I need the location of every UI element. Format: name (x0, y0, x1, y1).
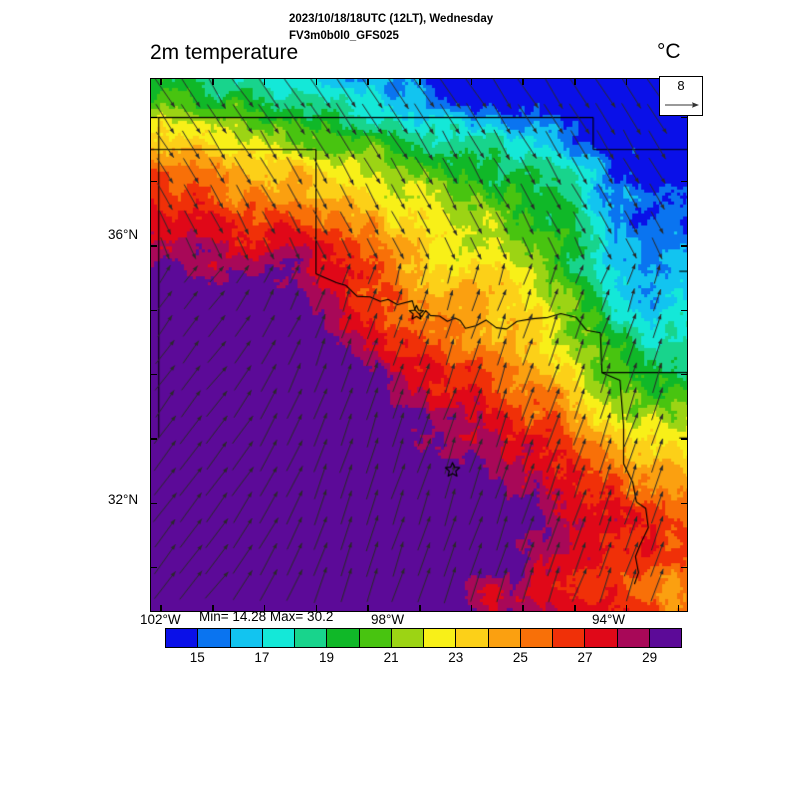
lon-tick-top (315, 78, 318, 85)
forecast-datetime-label: 2023/10/18/18UTC (12LT), Wednesday (289, 13, 494, 25)
lon-tick-bottom (419, 605, 421, 612)
lon-tick-bottom (574, 605, 576, 612)
units-label: °C (657, 40, 681, 63)
wind-vector-legend: 8 (659, 76, 703, 116)
lat-tick-left (150, 373, 157, 376)
lat-tick-right (681, 309, 688, 312)
lon-tick-bottom (367, 605, 369, 612)
lat-tick-left (150, 566, 157, 569)
colorbar-swatch[interactable] (585, 629, 618, 647)
lat-tick-right (681, 180, 688, 183)
lat-tick-left (150, 438, 157, 440)
lon-tick-bottom (470, 605, 473, 612)
colorbar-swatch[interactable] (262, 629, 295, 647)
model-name-label: FV3m0b0l0_GFS025 (289, 30, 399, 42)
axis-tick-label-lon-94: 94°W (592, 612, 626, 627)
lon-tick-top (574, 78, 576, 85)
lon-tick-top (470, 78, 473, 85)
colorbar[interactable] (165, 628, 682, 648)
colorbar-swatch[interactable] (456, 629, 489, 647)
temperature-field-canvas (151, 79, 687, 611)
colorbar-swatch[interactable] (553, 629, 586, 647)
wind-legend-value: 8 (677, 78, 685, 93)
colorbar-tick-label: 29 (642, 650, 658, 665)
lat-tick-left (150, 309, 157, 312)
colorbar-tick-label: 17 (254, 650, 270, 665)
page-title: 2m temperature (150, 41, 299, 64)
lon-tick-bottom (212, 605, 214, 612)
lat-tick-left (150, 180, 157, 183)
colorbar-swatch[interactable] (198, 629, 231, 647)
colorbar-swatch[interactable] (391, 629, 424, 647)
lat-tick-right (681, 373, 688, 376)
colorbar-swatch[interactable] (617, 629, 650, 647)
lat-tick-right (681, 502, 688, 505)
colorbar-tick-label: 21 (383, 650, 399, 665)
lon-tick-top (625, 78, 628, 85)
colorbar-swatch[interactable] (359, 629, 392, 647)
lat-tick-left (150, 502, 157, 505)
lat-tick-left (150, 245, 157, 247)
lon-tick-bottom (263, 605, 266, 612)
colorbar-swatch[interactable] (649, 629, 681, 647)
colorbar-swatch[interactable] (488, 629, 521, 647)
lat-tick-left (150, 116, 157, 119)
lon-tick-top (419, 78, 421, 85)
lat-tick-right (681, 566, 688, 569)
min-max-readout: Min= 14.28 Max= 30.2 (199, 609, 334, 624)
colorbar-tick-label: 19 (319, 650, 335, 665)
colorbar-tick-label: 27 (577, 650, 593, 665)
lon-tick-top (160, 78, 162, 85)
colorbar-tick-label: 15 (189, 650, 205, 665)
colorbar-swatch[interactable] (424, 629, 457, 647)
colorbar-swatch[interactable] (230, 629, 263, 647)
lon-tick-top (212, 78, 214, 85)
colorbar-tick-label: 23 (448, 650, 464, 665)
colorbar-tick-label: 25 (512, 650, 528, 665)
lon-tick-bottom (522, 605, 524, 612)
lon-tick-bottom (160, 605, 162, 612)
lat-tick-right (681, 116, 688, 119)
axis-tick-label-lon-98: 98°W (371, 612, 405, 627)
map-plot-area (150, 78, 688, 612)
axis-tick-label-lat-32: 32°N (108, 492, 139, 507)
lon-tick-bottom (625, 605, 628, 612)
lat-tick-right (681, 438, 688, 440)
lat-tick-right (681, 245, 688, 247)
colorbar-swatch[interactable] (327, 629, 360, 647)
axis-tick-label-lon-102: 102°W (140, 612, 181, 627)
colorbar-swatch[interactable] (295, 629, 328, 647)
wind-vector-arrow-icon (665, 102, 699, 108)
axis-tick-label-lat-36: 36°N (108, 227, 139, 242)
lon-tick-top (367, 78, 369, 85)
colorbar-tick-labels: 15 17 19 21 23 25 27 29 (165, 648, 682, 666)
colorbar-swatch[interactable] (166, 629, 199, 647)
lon-tick-bottom (677, 605, 680, 612)
lon-tick-top (522, 78, 524, 85)
lon-tick-top (263, 78, 266, 85)
lon-tick-bottom (315, 605, 318, 612)
colorbar-swatch[interactable] (520, 629, 553, 647)
